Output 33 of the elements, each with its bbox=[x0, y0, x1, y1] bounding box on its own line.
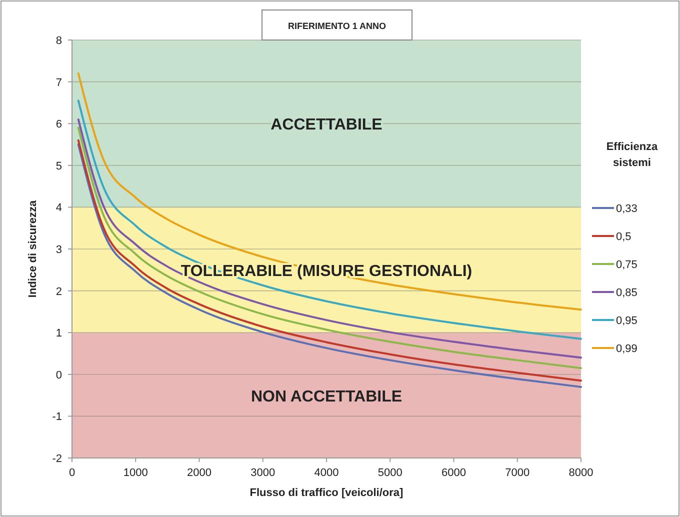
x-tick-label: 6000 bbox=[442, 467, 466, 479]
y-tick-label: 0 bbox=[56, 369, 62, 382]
y-tick-label: -1 bbox=[52, 411, 62, 424]
y-axis-title: Indice di sicurezza bbox=[27, 200, 39, 298]
y-tick-label: 3 bbox=[56, 244, 62, 256]
y-tick-label: 2 bbox=[56, 286, 62, 298]
band-label: ACCETTABILE bbox=[270, 116, 383, 134]
x-tick-label: 2000 bbox=[187, 467, 212, 479]
chart-title: RIFERIMENTO 1 ANNO bbox=[288, 21, 386, 31]
y-tick-label: 4 bbox=[56, 202, 62, 214]
y-tick-label: 7 bbox=[56, 76, 62, 89]
x-tick-label: 3000 bbox=[250, 467, 276, 479]
legend-label: 0,95 bbox=[616, 315, 638, 327]
x-tick-label: 4000 bbox=[314, 467, 339, 479]
line-series bbox=[77, 72, 582, 311]
y-tick-label: 8 bbox=[56, 35, 62, 47]
x-tick-label: 8000 bbox=[568, 467, 594, 479]
x-tick-label: 1000 bbox=[123, 467, 148, 479]
x-axis-title: Flusso di traffico [veicoli/ora] bbox=[250, 487, 404, 499]
legend-label: 0,75 bbox=[616, 259, 638, 271]
y-tick-label: -2 bbox=[52, 453, 62, 465]
x-tick-label: 0 bbox=[68, 467, 76, 479]
legend-label: 0,33 bbox=[616, 203, 638, 215]
legend-title: Efficienza sistemi bbox=[606, 141, 659, 169]
y-tick-label: 6 bbox=[56, 118, 62, 131]
y-tick-label: 5 bbox=[56, 160, 62, 172]
x-tick-label: 5000 bbox=[378, 467, 402, 479]
band-label: NON ACCETTABILE bbox=[250, 388, 402, 406]
x-tick-label: 7000 bbox=[505, 467, 530, 479]
legend-label: 0,5 bbox=[616, 231, 632, 243]
legend-label: 0,85 bbox=[616, 287, 638, 299]
y-tick-label: 1 bbox=[56, 328, 62, 340]
legend-label: 0,99 bbox=[616, 343, 638, 355]
